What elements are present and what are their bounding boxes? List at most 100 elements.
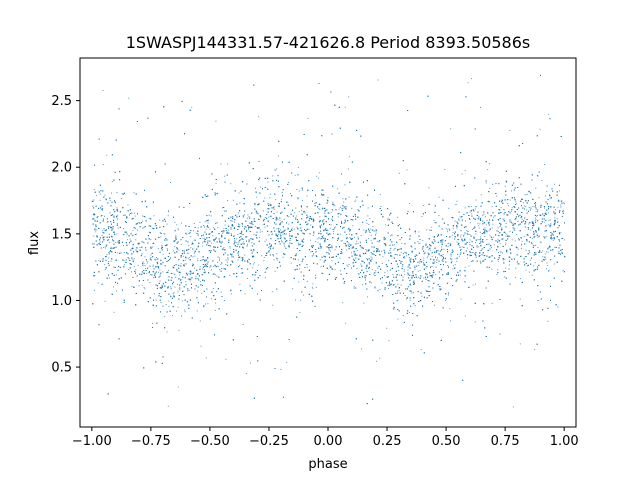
scatter-point [149, 282, 151, 283]
scatter-point [525, 269, 527, 271]
scatter-point [428, 187, 430, 189]
scatter-point [365, 279, 366, 281]
scatter-point [493, 216, 495, 218]
scatter-point [438, 278, 440, 280]
scatter-point [406, 255, 408, 257]
scatter-point [147, 262, 149, 264]
scatter-point [448, 242, 450, 244]
scatter-point [185, 272, 187, 274]
scatter-point [488, 230, 490, 232]
scatter-point [517, 260, 519, 262]
scatter-point [485, 224, 487, 226]
scatter-point [167, 239, 169, 241]
scatter-point [369, 263, 371, 265]
scatter-point [397, 290, 399, 292]
scatter-point [230, 228, 232, 230]
scatter-point [480, 194, 482, 196]
scatter-point [409, 280, 411, 281]
scatter-point [370, 256, 372, 258]
scatter-point [369, 228, 371, 230]
scatter-point [395, 254, 397, 255]
scatter-point [303, 238, 305, 240]
scatter-point [470, 254, 472, 256]
scatter-point [109, 200, 111, 202]
scatter-point [179, 289, 181, 291]
scatter-point [326, 278, 328, 280]
scatter-point [387, 270, 389, 272]
scatter-point [464, 266, 466, 268]
scatter-point [115, 209, 117, 211]
scatter-point [238, 212, 240, 214]
scatter-point [379, 357, 381, 359]
scatter-point [287, 228, 289, 230]
scatter-point [251, 238, 253, 240]
scatter-point [508, 264, 510, 266]
scatter-point [205, 357, 207, 359]
scatter-point [206, 226, 208, 227]
scatter-point [269, 193, 271, 195]
scatter-point [423, 262, 425, 264]
scatter-point [404, 295, 406, 296]
scatter-point [379, 193, 381, 195]
scatter-point [356, 249, 358, 251]
scatter-point [537, 211, 538, 213]
scatter-point [528, 223, 530, 225]
scatter-point [295, 254, 297, 256]
scatter-point [540, 241, 542, 243]
scatter-point [478, 227, 480, 229]
scatter-point [549, 225, 551, 227]
scatter-point [455, 258, 457, 260]
scatter-point [373, 254, 375, 256]
scatter-point [408, 312, 410, 313]
scatter-point [387, 219, 389, 221]
scatter-point [225, 259, 227, 261]
scatter-point [281, 198, 282, 200]
scatter-point [190, 247, 192, 249]
scatter-point [99, 199, 101, 201]
scatter-point [217, 227, 219, 229]
scatter-point [317, 241, 319, 243]
scatter-point [464, 170, 466, 172]
scatter-point [535, 219, 537, 221]
scatter-point [276, 168, 278, 170]
scatter-point [504, 185, 506, 187]
scatter-point [166, 272, 167, 274]
scatter-point [474, 321, 476, 323]
scatter-point [159, 219, 161, 221]
scatter-point [234, 221, 235, 223]
scatter-point [438, 196, 440, 198]
scatter-point [123, 260, 125, 262]
scatter-point [447, 243, 449, 245]
scatter-point [547, 224, 549, 226]
scatter-point [153, 215, 155, 217]
scatter-point [422, 240, 424, 242]
scatter-point [318, 172, 320, 174]
scatter-point [337, 188, 339, 190]
scatter-point [354, 200, 356, 202]
scatter-point [393, 249, 395, 251]
scatter-point [312, 287, 314, 289]
scatter-point [456, 200, 458, 202]
scatter-point [287, 245, 289, 247]
scatter-point [506, 233, 508, 235]
scatter-point [297, 234, 299, 236]
scatter-point [509, 230, 511, 232]
scatter-point [204, 237, 206, 239]
scatter-point [431, 266, 433, 267]
scatter-point [116, 192, 118, 193]
scatter-point [348, 196, 350, 198]
scatter-point [134, 215, 136, 217]
scatter-point [376, 360, 378, 362]
scatter-point [131, 285, 133, 287]
scatter-point [459, 274, 461, 276]
scatter-point [188, 272, 190, 274]
scatter-point [448, 228, 450, 230]
scatter-point [262, 223, 264, 225]
scatter-point [524, 256, 526, 258]
scatter-point [384, 272, 386, 274]
scatter-point [376, 240, 378, 242]
scatter-point [496, 274, 498, 275]
scatter-point [521, 218, 523, 220]
scatter-point [489, 163, 491, 165]
scatter-point [371, 259, 373, 260]
